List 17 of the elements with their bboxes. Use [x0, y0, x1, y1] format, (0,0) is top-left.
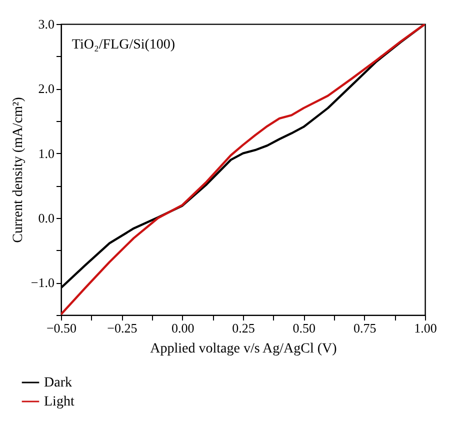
x-tick-label: −0.50 — [46, 320, 77, 336]
x-axis-title: Applied voltage v/s Ag/AgCl (V) — [150, 342, 338, 356]
y-tick-label: 0.0 — [38, 210, 54, 226]
x-tick-label: 0.25 — [232, 320, 255, 336]
y-tick-label: 1.0 — [38, 146, 54, 161]
x-tick-label: 0.50 — [292, 320, 316, 336]
y-axis-title: Current density (mA/cm²) — [10, 96, 26, 243]
x-tick-label: 0.00 — [171, 320, 194, 336]
y-tick-label: 3.0 — [38, 16, 54, 32]
annotation: TiO₂/FLG/Si(100) — [72, 37, 176, 52]
legend-label: Light — [44, 394, 74, 410]
x-tick-label: 0.75 — [353, 320, 376, 336]
legend-label: Dark — [44, 376, 72, 390]
y-tick-label: −1.0 — [30, 275, 54, 290]
x-tick-label: −0.25 — [107, 320, 138, 336]
x-tick-label: 1.00 — [414, 320, 437, 336]
y-tick-label: 2.0 — [38, 81, 54, 96]
